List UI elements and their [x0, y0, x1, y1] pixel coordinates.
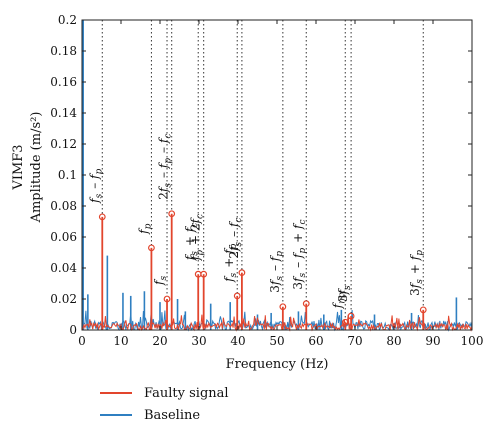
- y-axis-label-line1: VIMF3: [11, 144, 26, 190]
- legend-swatch-baseline: [100, 414, 132, 416]
- y-tick-label: 0.04: [50, 261, 77, 275]
- annotation-label: fs + fc: [183, 222, 200, 262]
- annotation-label: fmx: [330, 289, 347, 309]
- legend-label-baseline: Baseline: [144, 407, 201, 423]
- y-tick-label: 0: [69, 323, 77, 337]
- x-tick-label: 80: [386, 334, 401, 348]
- faulty-peak-marker: [279, 303, 287, 311]
- y-tick-label: 0.06: [50, 230, 77, 244]
- y-axis-label-line2: Amplitude (m/s²): [29, 112, 44, 224]
- annotation-label: 3fs + fp: [408, 249, 425, 296]
- x-tick-label: 50: [269, 334, 284, 348]
- annotation-label: fp + 2fc: [189, 213, 206, 261]
- x-axis-label: Frequency (Hz): [226, 357, 329, 372]
- annotation-label: 3fs: [336, 284, 353, 302]
- y-tick-label: 0.16: [50, 75, 77, 89]
- faulty-peak-marker: [163, 295, 171, 303]
- annotation-label: 3fs – fp + fc: [291, 218, 308, 289]
- y-tick-label: 0.2: [58, 13, 77, 27]
- axes: 0 10 20 30 40 50 60 70 80 90 100 0 0.02 0.04 0.06 0.08 0…: [50, 13, 483, 348]
- annotation-label: fs: [152, 275, 169, 286]
- x-tick-label: 70: [347, 334, 362, 348]
- faulty-series: [81, 210, 473, 332]
- faulty-peak-marker: [148, 244, 155, 252]
- faulty-peak-marker: [168, 210, 176, 218]
- faulty-peak-marker: [347, 312, 355, 320]
- annotation-label: fs – fp: [87, 168, 104, 204]
- x-tick-label: 100: [461, 334, 484, 348]
- y-tick-label: 0.14: [50, 106, 77, 120]
- x-tick-label: 0: [78, 334, 86, 348]
- x-tick-label: 90: [425, 334, 440, 348]
- faulty-peak-marker: [302, 300, 310, 308]
- faulty-peak-marker: [419, 306, 427, 314]
- annotation-label: 2fs – fc: [227, 216, 244, 258]
- faulty-noise-trace: [81, 314, 473, 332]
- faulty-peak-marker: [200, 270, 208, 278]
- y-tick-label: 0.02: [50, 292, 77, 306]
- x-tick-label: 30: [191, 334, 206, 348]
- faulty-peak-marker: [98, 213, 106, 221]
- legend-swatch-faulty: [100, 392, 132, 394]
- y-tick-label: 0.1: [58, 168, 77, 182]
- y-tick-label: 0.08: [50, 199, 77, 213]
- faulty-peak-marker: [238, 269, 246, 277]
- x-tick-label: 10: [113, 334, 128, 348]
- legend-label-faulty: Faulty signal: [144, 385, 229, 401]
- annotation-label: 3fs – fp: [268, 250, 285, 293]
- x-tick-label: 60: [308, 334, 323, 348]
- legend-item-faulty: Faulty signal: [100, 384, 229, 402]
- annotation-label: fs + fp: [222, 243, 239, 283]
- annotation-label: fp: [136, 222, 153, 234]
- spectrum-chart: fs – fp fp fs 2fs – fp – fc fs + fc fp +…: [11, 13, 483, 372]
- annotation-layer: fs – fp fp fs 2fs – fp – fc fs + fc fp +…: [87, 20, 425, 320]
- faulty-peak-marker: [341, 318, 349, 326]
- faulty-peak-marker: [233, 292, 241, 300]
- y-tick-label: 0.12: [50, 137, 77, 151]
- legend-item-baseline: Baseline: [100, 406, 229, 424]
- x-tick-label: 40: [230, 334, 245, 348]
- annotation-label: 2fs – fp – fc: [157, 132, 174, 199]
- y-tick-label: 0.18: [50, 44, 77, 58]
- legend: Faulty signal Baseline: [100, 384, 229, 428]
- x-tick-label: 20: [152, 334, 167, 348]
